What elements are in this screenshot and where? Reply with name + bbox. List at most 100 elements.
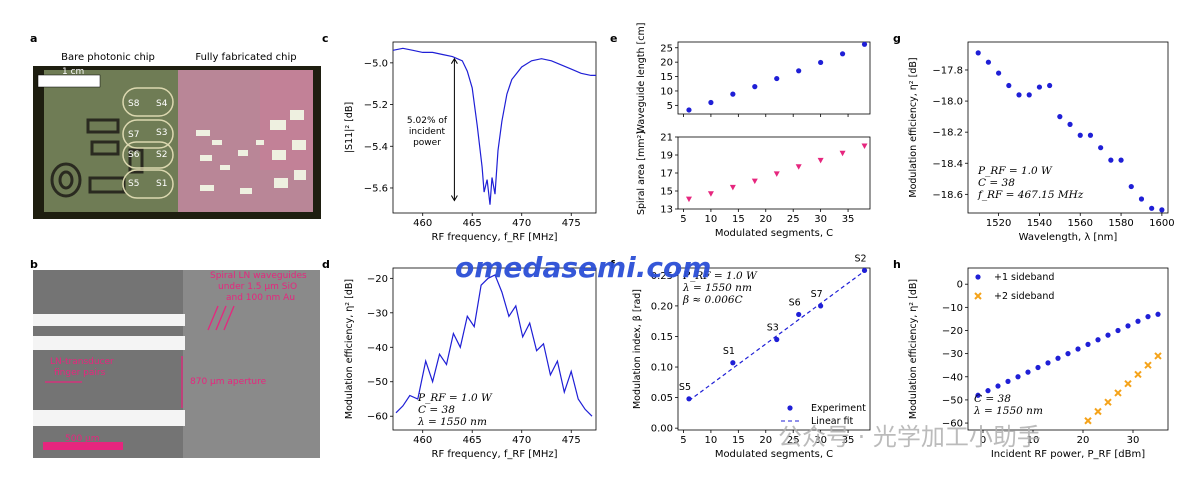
- y-tick-label-h: −30: [942, 349, 963, 360]
- panel-a-title-left: Bare photonic chip: [61, 52, 155, 63]
- x-axis-label-d: RF frequency, f_RF [MHz]: [432, 449, 558, 460]
- data-point-f: [818, 303, 824, 309]
- data-point-e-bottom: [861, 143, 868, 149]
- data-point-f: [774, 336, 780, 343]
- y-axis-label-d: Modulation efficiency, η² [dB]: [344, 279, 355, 419]
- data-point-g: [1138, 196, 1145, 202]
- chart-d: 460 465 470 475 −20 −30 −40 −50 −60 RF frequency,…: [344, 267, 597, 460]
- y-tick-label-f: 0.25: [651, 271, 673, 282]
- panel-b-electrode-label-1: LN-transducer: [50, 357, 114, 367]
- watermark-wechat: 公众号 · 光学加工小助手: [778, 423, 1041, 451]
- fabricated-electrodes: [196, 110, 306, 194]
- data-point-g: [1006, 82, 1012, 89]
- segment-label-s5: S5: [128, 179, 139, 189]
- data-point-g: [1077, 132, 1083, 138]
- param-text-f: λ = 1550 nm: [682, 282, 752, 294]
- x-tick-label-e-bottom: 30: [814, 214, 827, 225]
- data-point-e-top: [818, 59, 824, 66]
- x-tick-label-f: 20: [759, 435, 772, 446]
- y-tick-label-d: −30: [367, 308, 388, 319]
- data-point-g: [996, 70, 1002, 76]
- x-tick-label-h: 10: [1027, 435, 1040, 446]
- y-tick-label-f: 0.20: [651, 301, 673, 312]
- power-arrow-head-bottom: [450, 195, 458, 202]
- data-point-h: [995, 383, 1001, 389]
- point-label-s7: S7: [811, 289, 823, 300]
- y-tick-label-e-top: 25: [660, 43, 673, 54]
- panel-letter-g: g: [893, 32, 901, 45]
- x-axis-label-e-bottom: Modulated segments, C: [715, 228, 833, 239]
- scale-bar-b: [43, 442, 123, 450]
- data-point-e-top: [686, 107, 692, 113]
- data-point-e-bottom: [729, 184, 736, 191]
- y-tick-label-d: −40: [367, 343, 388, 354]
- data-point-e-top: [708, 99, 714, 106]
- y-axis-label-e-top: Waveguide length [cm]: [636, 23, 647, 134]
- x-tick-label-e-bottom: 35: [842, 214, 855, 225]
- data-point-g: [1067, 121, 1073, 127]
- segment-label-s3: S3: [156, 128, 167, 138]
- data-point-e-top: [752, 84, 758, 90]
- panel-b-note-3: and 100 nm Au: [226, 293, 295, 303]
- electrode-bar-2: [33, 336, 185, 350]
- data-point-e-bottom: [773, 171, 780, 177]
- y-tick-label-f: 0.00: [651, 424, 673, 435]
- y-tick-label-h: −40: [942, 372, 963, 383]
- x-tick-label-h: 30: [1127, 435, 1140, 446]
- data-point-h: [1155, 311, 1161, 317]
- y-tick-label-e-top: 20: [660, 58, 673, 69]
- data-point-h: [1084, 417, 1092, 425]
- data-point-h: [1035, 364, 1041, 371]
- data-point-h: [1114, 389, 1122, 397]
- data-point-g: [1118, 157, 1124, 163]
- data-point-h: [1085, 341, 1091, 347]
- data-point-g: [1047, 82, 1053, 89]
- y-tick-label-e-bottom: 13: [660, 205, 673, 216]
- segment-label-s6: S6: [128, 150, 140, 160]
- panel-a: Bare photonic chip Fully fabricated chip: [33, 52, 321, 219]
- panel-letter-c: c: [322, 32, 329, 45]
- photonic-spirals: [50, 118, 144, 198]
- segment-labels: S8 S4 S7 S3 S6 S2 S5 S1: [128, 99, 168, 189]
- x-tick-label-g: 1580: [1108, 218, 1133, 229]
- y-tick-label-e-bottom: 15: [660, 187, 673, 198]
- y-tick-label-c: −5.6: [364, 183, 388, 194]
- data-point-h: [1104, 398, 1112, 406]
- data-point-h: [1065, 351, 1071, 357]
- data-point-h: [1025, 369, 1031, 375]
- y-tick-label-h: 0: [957, 280, 963, 291]
- panel-b-arrows: [45, 305, 235, 408]
- data-point-e-bottom: [707, 191, 714, 197]
- series-line-d: [395, 274, 593, 417]
- data-point-f: [796, 311, 802, 318]
- data-point-h: [1055, 355, 1061, 361]
- y-axis-label-g: Modulation efficiency, η² [dB]: [908, 57, 919, 197]
- y-axis-label-c: |S11|² [dB]: [344, 102, 355, 153]
- panel-letter-h: h: [893, 258, 901, 271]
- data-point-h: [1005, 378, 1011, 384]
- param-text-d: λ = 1550 nm: [417, 416, 487, 428]
- panel-b-note-2: under 1.5 μm SiO: [218, 282, 297, 292]
- data-point-h: [1154, 352, 1162, 360]
- data-point-h: [1145, 314, 1151, 320]
- data-point-e-bottom: [817, 157, 824, 164]
- param-text-d: C = 38: [418, 404, 455, 416]
- param-text-g: P_RF = 1.0 W: [977, 165, 1053, 177]
- data-point-h: [1105, 332, 1111, 338]
- y-axis-label-h: Modulation efficiency, η² [dB]: [908, 279, 919, 419]
- y-tick-label-g: −18.4: [932, 159, 963, 170]
- y-tick-label-f: 0.05: [651, 393, 673, 404]
- legend-label-experiment: Experiment: [811, 403, 866, 414]
- legend-marker-sideband-2: [974, 292, 982, 300]
- data-point-h: [975, 392, 981, 398]
- param-text-f: P_RF = 1.0 W: [682, 270, 758, 282]
- panel-b: Spiral LN waveguides under 1.5 μm SiO an…: [33, 270, 320, 458]
- legend-label-fit: Linear fit: [811, 416, 854, 427]
- legend-label-sideband-1: +1 sideband: [994, 272, 1054, 283]
- panel-b-annotations: Spiral LN waveguides under 1.5 μm SiO an…: [50, 271, 307, 444]
- x-tick-label-c: 475: [562, 218, 581, 229]
- y-tick-label-h: −20: [942, 326, 963, 337]
- panel-letter-e: e: [610, 32, 617, 45]
- chart-f: 5 10 15 20 25 30 35 0.00 0.05 0.10 0.15 0.20 0.25 Mod…: [632, 253, 871, 460]
